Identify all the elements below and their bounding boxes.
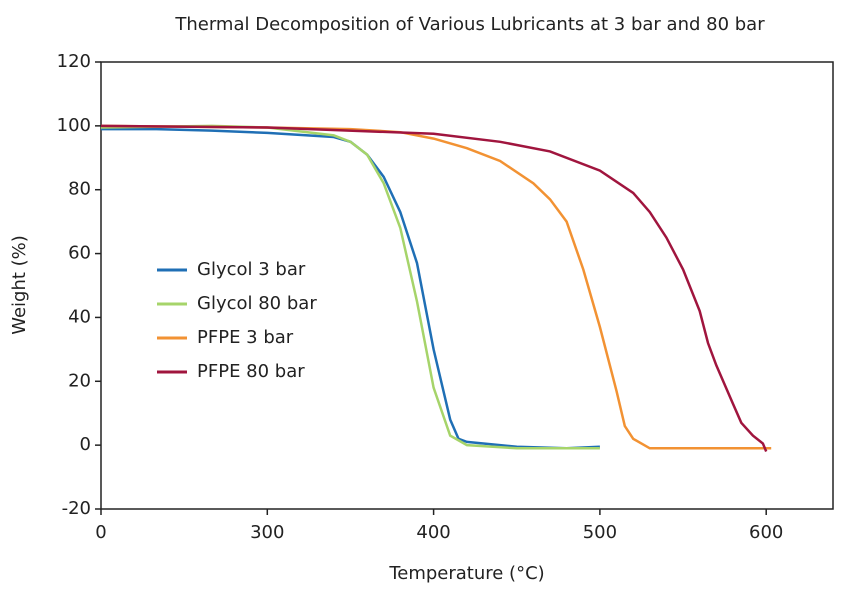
line-series xyxy=(100,124,768,452)
line-series xyxy=(101,127,600,450)
x-tick-label: 0 xyxy=(95,522,106,543)
y-tick-label: 100 xyxy=(57,115,91,136)
x-tick-label: 400 xyxy=(416,522,450,543)
y-tick-label: 80 xyxy=(68,179,91,200)
legend-label: PFPE 3 bar xyxy=(197,327,294,348)
plot-frame xyxy=(100,61,834,510)
y-tick-label: 120 xyxy=(57,51,91,72)
line-series xyxy=(100,124,772,450)
y-tick-label: 40 xyxy=(68,306,91,327)
y-axis-label: Weight (%) xyxy=(9,235,30,335)
x-tick-label: 500 xyxy=(583,522,617,543)
legend-label: Glycol 3 bar xyxy=(197,259,306,280)
line-series xyxy=(100,124,600,450)
y-tick-label: -20 xyxy=(62,498,91,519)
y-tick-label: 60 xyxy=(68,243,91,264)
y-tick-label: 0 xyxy=(80,434,91,455)
x-tick-label: 300 xyxy=(250,522,284,543)
x-tick-label: 600 xyxy=(749,522,783,543)
legend-label: PFPE 80 bar xyxy=(197,361,305,382)
x-axis-label: Temperature (°C) xyxy=(388,563,544,584)
legend-label: Glycol 80 bar xyxy=(197,293,317,314)
chart-title: Thermal Decomposition of Various Lubrica… xyxy=(174,14,765,35)
y-tick-label: 20 xyxy=(68,370,91,391)
